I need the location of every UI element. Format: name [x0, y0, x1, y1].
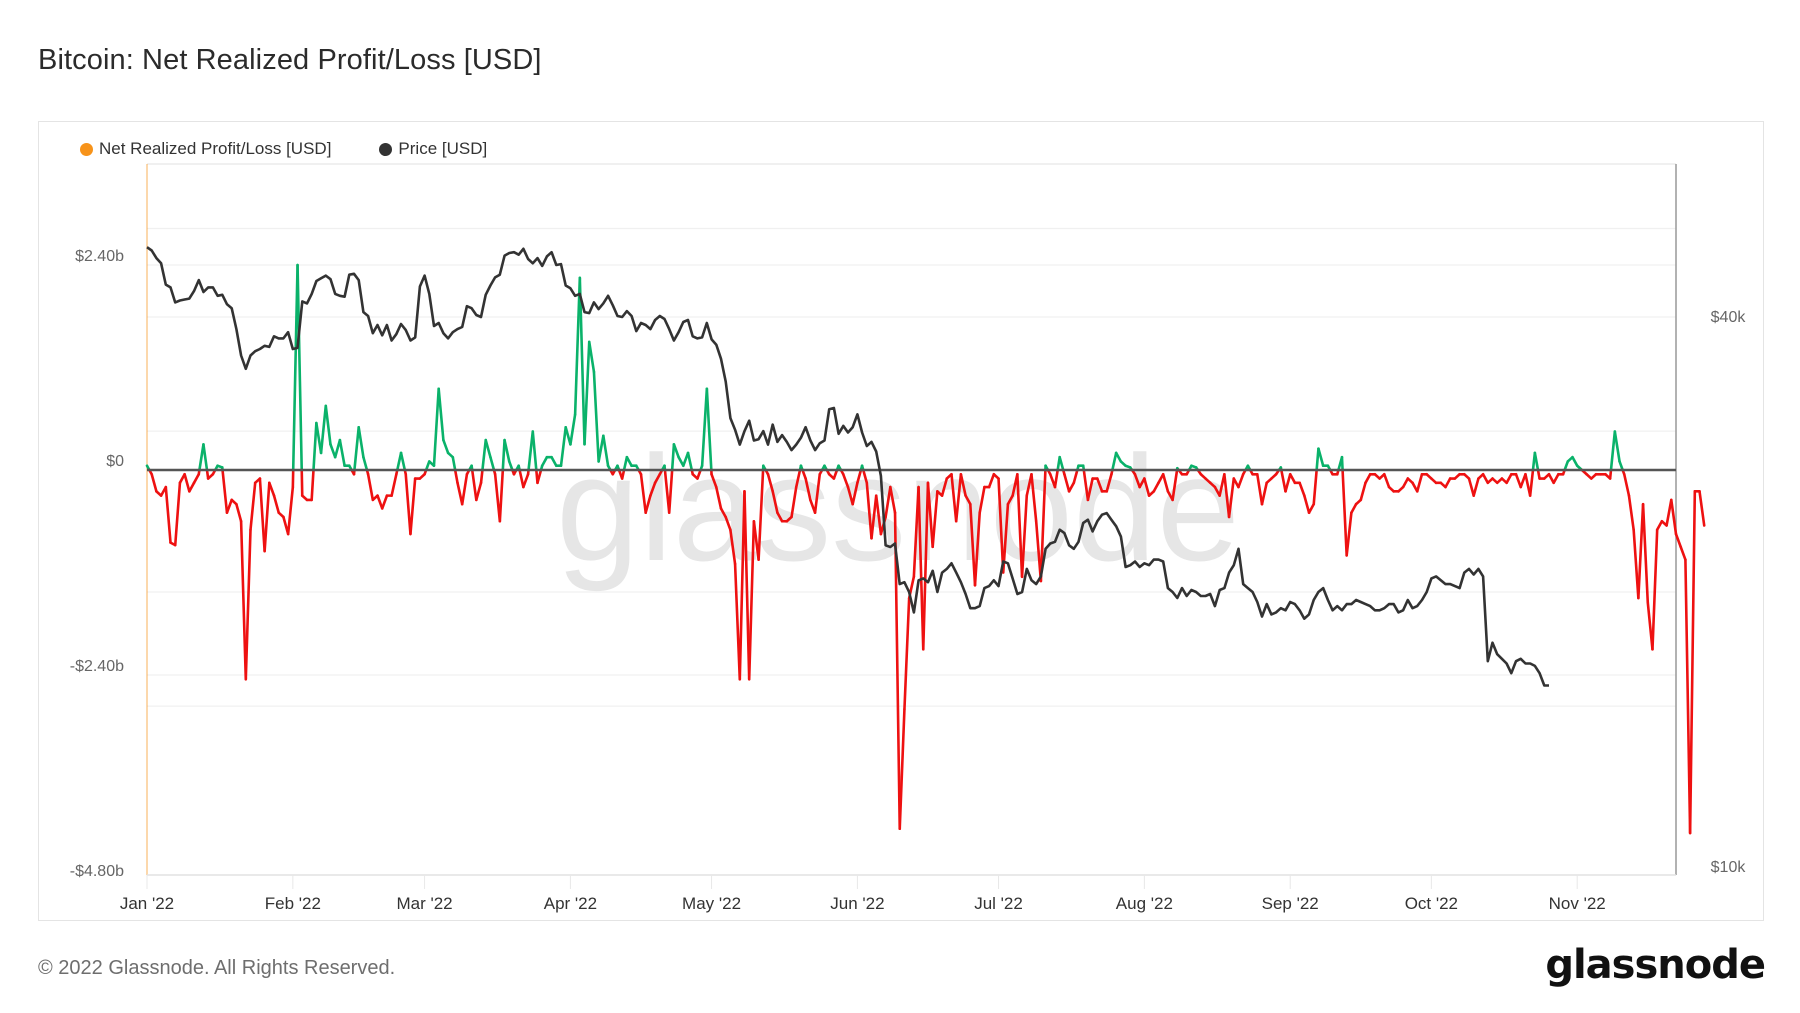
svg-text:Aug '22: Aug '22	[1116, 894, 1173, 913]
svg-text:Nov '22: Nov '22	[1549, 894, 1606, 913]
svg-text:-$2.40b: -$2.40b	[70, 658, 124, 675]
legend-dot-icon	[80, 142, 93, 156]
svg-text:Sep '22: Sep '22	[1262, 894, 1319, 913]
svg-text:May '22: May '22	[682, 894, 741, 913]
svg-text:Jul '22: Jul '22	[974, 894, 1023, 913]
axis-labels: Jan '22 Feb '22 Mar '22 Apr '22 May '22 Jun '…	[70, 248, 1747, 913]
legend-label: Price [USD]	[398, 139, 488, 158]
svg-text:Feb '22: Feb '22	[265, 894, 321, 913]
legend: Net Realized Profit/Loss [USD] Price [US…	[80, 137, 535, 161]
svg-text:Mar '22: Mar '22	[396, 894, 452, 913]
svg-text:Jun '22: Jun '22	[830, 894, 884, 913]
svg-text:$0: $0	[106, 453, 124, 470]
legend-dot-icon	[379, 142, 393, 156]
legend-label: Net Realized Profit/Loss [USD]	[99, 139, 332, 158]
nrpl-series	[145, 263, 1706, 835]
chart-title: Bitcoin: Net Realized Profit/Loss [USD]	[38, 44, 542, 76]
gridlines	[147, 163, 1676, 707]
copyright-text: © 2022 Glassnode. All Rights Reserved.	[38, 957, 396, 979]
legend-item-nrpl[interactable]: Net Realized Profit/Loss [USD]	[80, 139, 331, 159]
axes	[146, 164, 1677, 889]
glassnode-logo[interactable]: glassnode	[1545, 942, 1766, 988]
svg-text:$10k: $10k	[1711, 859, 1747, 876]
svg-text:Jan '22: Jan '22	[120, 894, 174, 913]
svg-text:Oct '22: Oct '22	[1405, 894, 1458, 913]
svg-text:-$4.80b: -$4.80b	[70, 863, 124, 880]
price-series	[146, 246, 1549, 687]
legend-item-price[interactable]: Price [USD]	[379, 139, 487, 159]
svg-text:$40k: $40k	[1711, 309, 1747, 326]
svg-text:Apr '22: Apr '22	[544, 894, 597, 913]
svg-text:$2.40b: $2.40b	[75, 248, 124, 265]
